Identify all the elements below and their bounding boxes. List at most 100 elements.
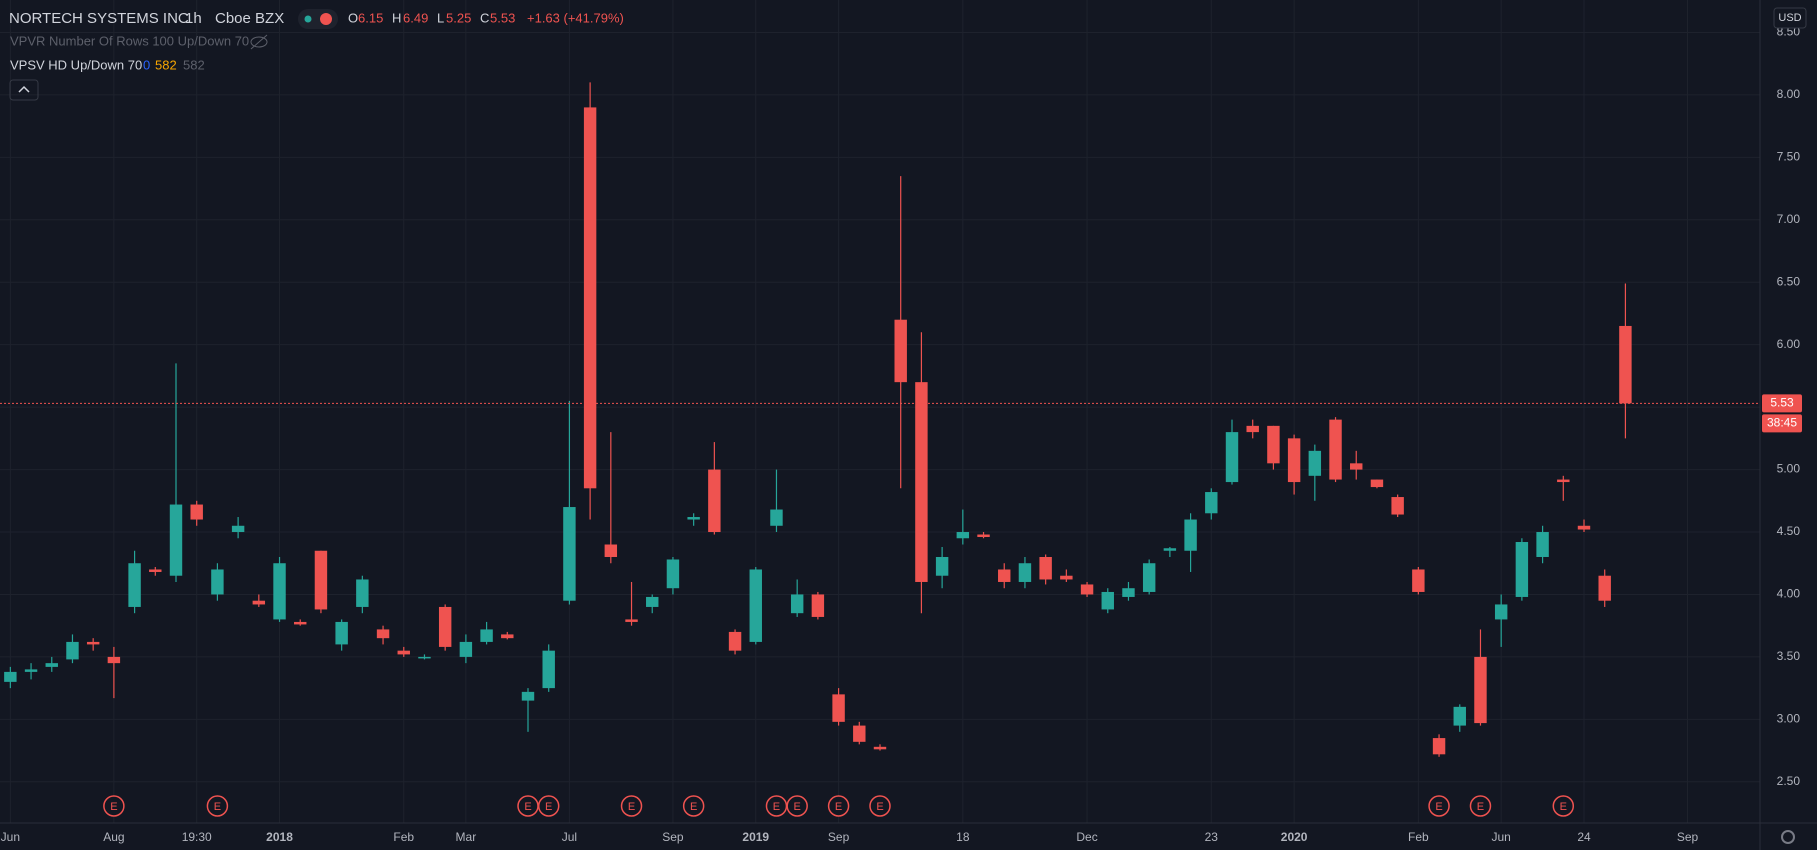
earnings-label: E [690,801,697,813]
ohlc-value: 5.53 [490,10,515,25]
candle-body [708,469,721,533]
candle-body [86,641,100,645]
candle-body [1536,532,1549,557]
earnings-marker[interactable] [206,795,229,817]
earnings-marker[interactable] [827,795,850,817]
candle-body [501,634,514,639]
candle-body [459,641,473,657]
exchange: Cboe BZX [215,10,284,27]
candle-body [1142,563,1156,592]
x-tick-label: Mar [456,830,477,844]
x-tick-label: Sep [828,830,850,844]
candle-body [211,569,224,595]
status-icon [320,13,332,25]
candle-body [1080,584,1094,595]
candle-body [66,641,79,660]
candle-body [1060,575,1073,580]
candle-body [542,650,555,689]
candle-body [1329,419,1342,480]
currency-box[interactable] [1773,7,1807,29]
y-tick-label: 5.00 [1777,462,1801,476]
axes: 2.503.003.504.004.505.005.506.006.507.00… [1,25,1802,844]
earnings-marker[interactable] [103,795,125,817]
last-price-box [1762,394,1802,413]
earnings-label: E [876,801,883,813]
candle-body [1350,463,1363,470]
candle-body [1205,492,1218,514]
candle-body [811,594,825,617]
earnings-label: E [1477,801,1484,813]
x-tick-label: Jun [1491,830,1510,844]
candle-body [915,382,928,582]
candle-body [231,525,245,533]
earnings-marker[interactable] [620,795,643,817]
candle-body [956,532,970,539]
candle-body [1308,450,1322,476]
candle-body [1018,563,1032,582]
y-tick-label: 2.50 [1777,774,1801,788]
candle-body [314,550,328,610]
y-tick-label: 7.00 [1777,212,1801,226]
x-tick-label: 24 [1577,830,1591,844]
indicator-value: 582 [155,57,177,72]
candle-body [1101,591,1114,610]
candle-body [625,619,638,622]
y-tick-label: 3.00 [1777,712,1801,726]
candle-body [894,319,907,383]
earnings-label: E [524,801,531,813]
candle-body [1474,656,1487,724]
candle-body [335,621,348,645]
status-dot [304,15,312,23]
candle-body [169,504,183,576]
indicator-name[interactable]: VPVR Number Of Rows 100 Up/Down 70 [10,33,249,48]
x-tick-label: Jun [1,830,20,844]
candle-body [666,559,680,589]
candle-body [832,694,845,722]
earnings-label: E [773,801,780,813]
countdown-box [1762,414,1802,433]
candle-body [1225,432,1239,483]
settings-icon[interactable] [1781,830,1795,844]
earnings-marker[interactable] [1428,795,1450,817]
ohlc-label: O [348,10,358,25]
indicator-name[interactable]: VPSV HD Up/Down 70 [10,57,142,72]
earnings-marker[interactable] [1552,795,1575,817]
earnings-label: E [545,801,552,813]
candle-body [873,746,887,750]
ohlc-change: +1.63 (+41.79%) [527,10,624,25]
candle-body [935,556,949,576]
interval[interactable]: 1h [185,10,202,27]
candle-body [1184,519,1197,551]
ohlc-value: 6.15 [358,10,383,25]
candle-body [1577,525,1591,530]
candle-body [397,650,410,655]
candle-body [107,656,121,664]
candle-body [1432,738,1446,755]
candle-body [977,534,990,538]
earnings-marker[interactable] [1469,795,1492,817]
earnings-marker[interactable] [682,795,705,817]
y-tick-label: 8.00 [1777,87,1801,101]
collapse-button[interactable] [9,79,39,101]
x-tick-label: Jul [562,830,577,844]
candle-body [438,606,452,647]
hidden-eye-icon[interactable] [250,34,268,50]
y-tick-label: 3.50 [1777,649,1801,663]
y-tick-label: 6.00 [1777,337,1801,351]
y-tick-label: 6.50 [1777,274,1801,288]
ohlc-value: 5.25 [446,10,471,25]
x-tick-label: 23 [1205,830,1219,844]
candle-body [1391,497,1404,515]
candle-body [1246,425,1259,433]
x-tick-label: Feb [393,830,414,844]
symbol-title[interactable]: NORTECH SYSTEMS INC [9,10,189,27]
earnings-marker[interactable] [537,795,560,817]
x-tick-label: Feb [1408,830,1429,844]
earnings-marker[interactable] [869,795,891,817]
candle-body [1039,556,1052,580]
candle-body [770,509,783,526]
earnings-marker[interactable] [786,795,808,817]
candle-body [356,579,369,607]
candle-body [4,671,17,682]
candle-body [252,600,266,605]
